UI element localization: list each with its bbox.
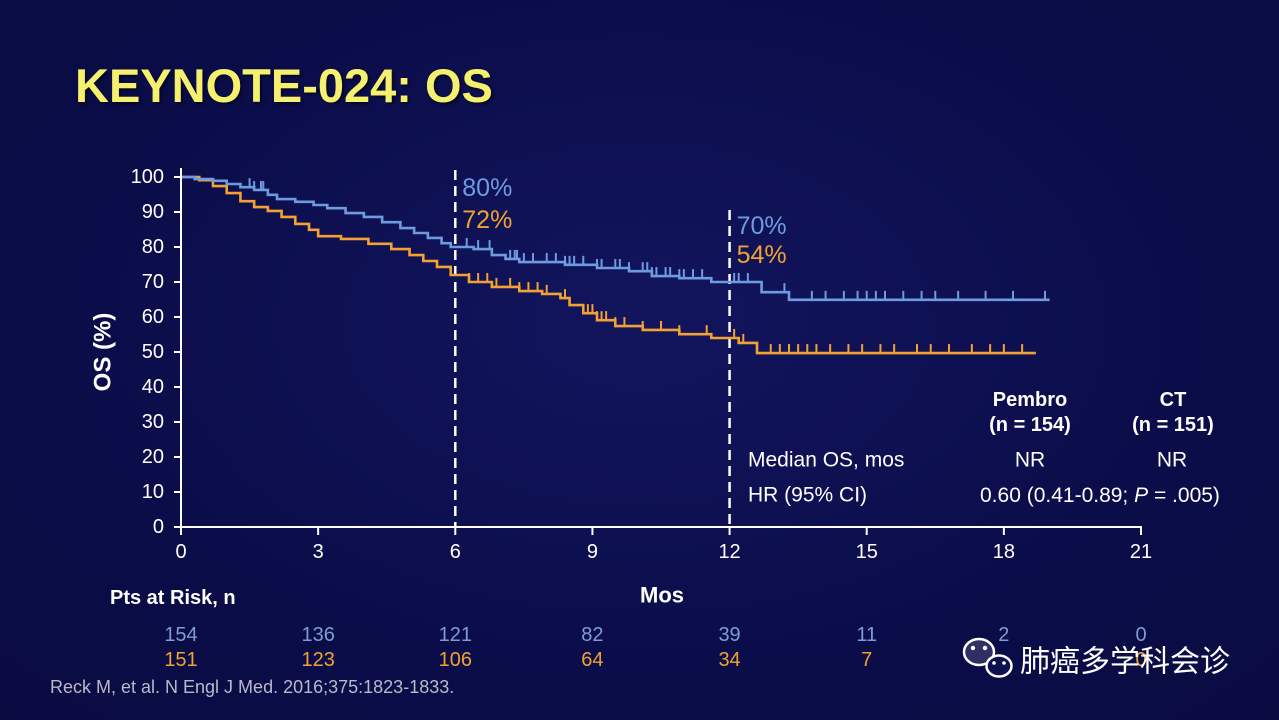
legend-pembro-n: (n = 154): [989, 414, 1071, 436]
annotation-label: 80%: [462, 174, 512, 202]
x-tick-label: 18: [993, 541, 1015, 563]
km-curve-ct: [181, 175, 1036, 355]
y-axis-title: OS (%): [90, 313, 117, 392]
y-tick-label: 10: [142, 481, 164, 503]
x-tick-label: 12: [718, 541, 740, 563]
hr-value: 0.60 (0.41-0.89; P = .005): [980, 484, 1220, 507]
median-os-ct: NR: [1157, 449, 1187, 472]
y-tick-label: 100: [131, 166, 164, 188]
x-tick-label: 9: [587, 541, 598, 563]
km-curve-pembro: [181, 175, 1050, 302]
x-tick-label: 3: [313, 541, 324, 563]
citation: Reck M, et al. N Engl J Med. 2016;375:18…: [50, 677, 454, 697]
y-tick-label: 90: [142, 201, 164, 223]
risk-value: 7: [861, 649, 872, 671]
risk-value: 0: [1135, 624, 1146, 646]
risk-value: 34: [718, 649, 740, 671]
risk-value: 0: [1135, 649, 1146, 671]
annotation-label: 54%: [737, 241, 787, 269]
risk-value: 123: [301, 649, 334, 671]
y-tick-label: 50: [142, 341, 164, 363]
y-tick-label: 80: [142, 236, 164, 258]
x-tick-label: 0: [175, 541, 186, 563]
x-tick-label: 21: [1130, 541, 1152, 563]
risk-value: 82: [581, 624, 603, 646]
median-os-pembro: NR: [1015, 449, 1045, 472]
x-tick-label: 6: [450, 541, 461, 563]
slide-title: KEYNOTE-024: OS: [75, 59, 493, 112]
x-tick-label: 15: [856, 541, 878, 563]
legend-ct-n: (n = 151): [1132, 414, 1214, 436]
risk-value: 39: [718, 624, 740, 646]
y-tick-label: 30: [142, 411, 164, 433]
risk-value: 151: [164, 649, 197, 671]
annotation-label: 70%: [737, 212, 787, 240]
risk-value: 2: [998, 624, 1009, 646]
y-tick-label: 40: [142, 376, 164, 398]
risk-value: 106: [439, 649, 472, 671]
watermark-text: 肺癌多学科会诊: [1020, 645, 1230, 680]
watermark: 肺癌多学科会诊: [962, 637, 1230, 680]
median-os-label: Median OS, mos: [748, 449, 904, 472]
wechat-icon: [962, 637, 1013, 678]
y-tick-label: 20: [142, 446, 164, 468]
risk-table-label: Pts at Risk, n: [110, 587, 236, 609]
risk-value: 64: [581, 649, 603, 671]
risk-value: 121: [439, 624, 472, 646]
y-tick-label: 0: [153, 516, 164, 538]
hr-value-ci: 0.60 (0.41-0.89;: [980, 484, 1134, 507]
legend-ct-label: CT: [1160, 389, 1187, 411]
hr-label: HR (95% CI): [748, 484, 867, 507]
risk-value: 11: [856, 624, 877, 646]
y-tick-label: 70: [142, 271, 164, 293]
y-tick-label: 60: [142, 306, 164, 328]
risk-value: 136: [301, 624, 334, 646]
hr-value-p: P: [1134, 484, 1148, 507]
legend-pembro-label: Pembro: [993, 389, 1067, 411]
hr-value-pvalue: = .005): [1148, 484, 1220, 507]
risk-value: 154: [164, 624, 197, 646]
summary-table: Pembro (n = 154) CT (n = 151) Median OS,…: [748, 389, 1220, 507]
annotation-label: 72%: [462, 206, 512, 234]
x-axis-title: Mos: [640, 583, 684, 608]
plot-area: 0 10 20 30 40 50 60 70 80 90 100 0 3 6 9 12 15 18 21 80% 72%…: [131, 166, 1153, 563]
risk-table: 154 136 121 82 39 11 2 0 151 123 106 64 34 7 0: [164, 624, 1146, 671]
